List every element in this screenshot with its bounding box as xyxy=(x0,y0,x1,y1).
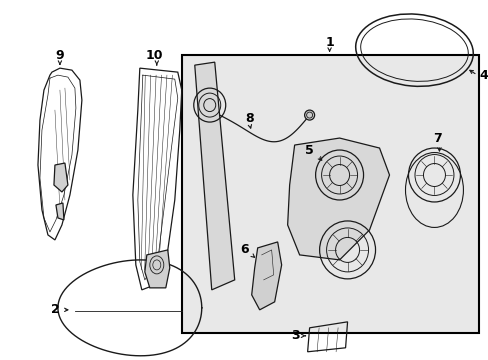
Polygon shape xyxy=(287,138,389,260)
Text: 7: 7 xyxy=(432,131,441,145)
Text: 1: 1 xyxy=(325,36,333,49)
Text: 4: 4 xyxy=(478,69,487,82)
Text: 6: 6 xyxy=(240,243,248,256)
Polygon shape xyxy=(251,242,281,310)
Ellipse shape xyxy=(304,110,314,120)
Text: 2: 2 xyxy=(50,303,59,316)
Polygon shape xyxy=(56,203,64,220)
Bar xyxy=(182,55,478,333)
Text: 9: 9 xyxy=(56,49,64,62)
Text: 10: 10 xyxy=(146,49,163,62)
Text: 8: 8 xyxy=(245,112,253,125)
Polygon shape xyxy=(54,163,68,192)
Text: 3: 3 xyxy=(291,329,299,342)
Polygon shape xyxy=(144,250,169,288)
Text: 5: 5 xyxy=(305,144,313,157)
Polygon shape xyxy=(194,62,234,290)
